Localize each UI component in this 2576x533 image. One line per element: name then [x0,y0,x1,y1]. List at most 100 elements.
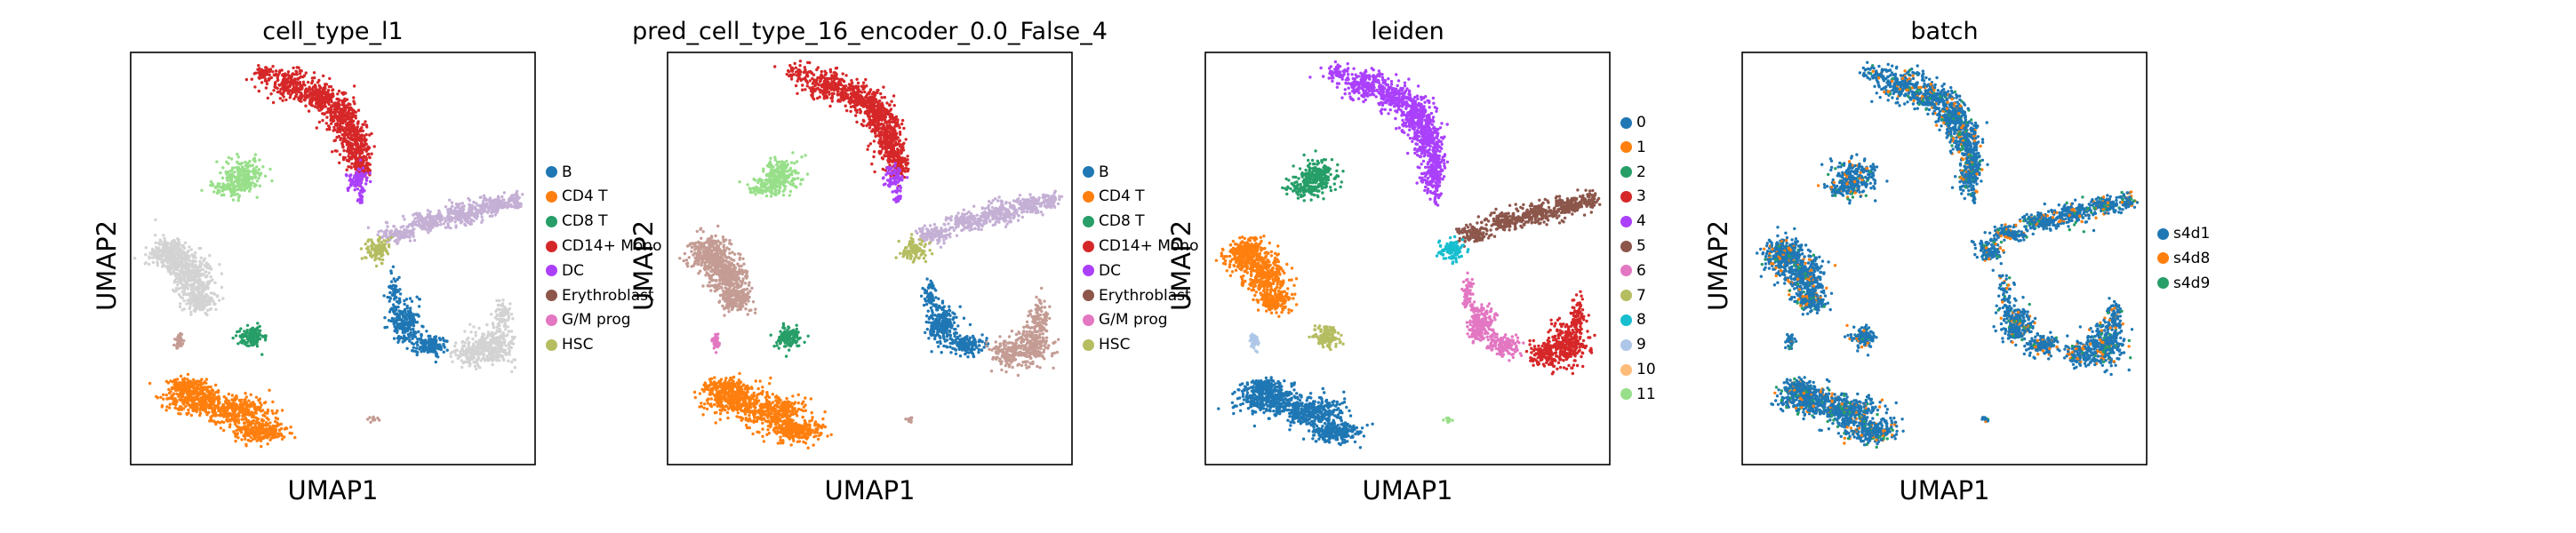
cluster-mono_stream [244,64,376,187]
point [344,140,348,144]
panel-0-points [132,64,524,449]
point [427,334,430,338]
point [342,91,346,95]
point [382,230,387,234]
point [198,411,203,415]
point [188,389,191,393]
point [215,390,219,394]
point [473,207,477,211]
point [268,167,272,171]
point [235,428,238,433]
point [207,271,211,274]
point [177,292,181,297]
point [211,414,214,418]
point [297,96,300,99]
point [284,72,287,76]
point [183,264,187,267]
point [195,386,198,390]
point [196,267,199,271]
point [473,213,476,218]
point [166,254,170,258]
point [364,138,368,142]
point [405,228,409,232]
point [378,258,382,261]
point [258,71,261,75]
point [415,313,419,317]
point [182,407,186,410]
point [298,72,302,76]
point [404,298,409,301]
point [179,374,183,378]
point [244,330,249,335]
point [274,427,277,432]
point [401,325,405,329]
point [183,276,187,280]
point [250,337,254,340]
point [276,78,280,82]
point [264,66,268,69]
point [237,421,241,425]
point [183,241,188,244]
point [256,326,260,330]
point [365,176,369,179]
point [175,268,180,272]
point [154,218,157,222]
point [215,160,219,163]
point [252,171,257,174]
point [347,148,351,153]
point [236,198,240,203]
point [216,185,220,188]
point [156,264,159,267]
point [341,128,345,132]
point [363,174,366,179]
point [266,442,269,446]
point [257,176,260,180]
point [175,392,179,396]
point [245,337,250,341]
point [231,198,236,202]
point [364,179,369,182]
point [166,381,171,385]
point [290,432,293,435]
point [243,422,246,426]
point [482,332,486,337]
point [339,124,342,129]
point [343,126,348,130]
point [200,274,204,277]
point [301,83,305,87]
point [250,330,253,335]
point [188,273,193,276]
point [292,73,297,76]
point [444,219,447,223]
point [404,317,408,321]
point [470,205,475,209]
point [281,99,284,102]
point [261,165,265,169]
point [399,322,403,326]
point [331,116,335,121]
point [317,120,322,124]
point [179,412,182,416]
point [251,430,254,434]
point [200,289,204,293]
point [340,121,344,124]
point [493,349,497,354]
point [337,89,341,93]
point [355,138,358,141]
point [415,321,420,324]
point [396,235,400,238]
point [224,401,228,405]
point [442,342,445,346]
point [423,223,427,227]
point [336,97,340,101]
point [376,233,380,236]
point [496,208,500,211]
point [495,342,499,346]
point [433,335,436,339]
point [353,184,356,187]
point [244,404,249,408]
point [386,225,389,228]
point [412,222,416,226]
point [298,83,302,86]
point [188,259,192,263]
